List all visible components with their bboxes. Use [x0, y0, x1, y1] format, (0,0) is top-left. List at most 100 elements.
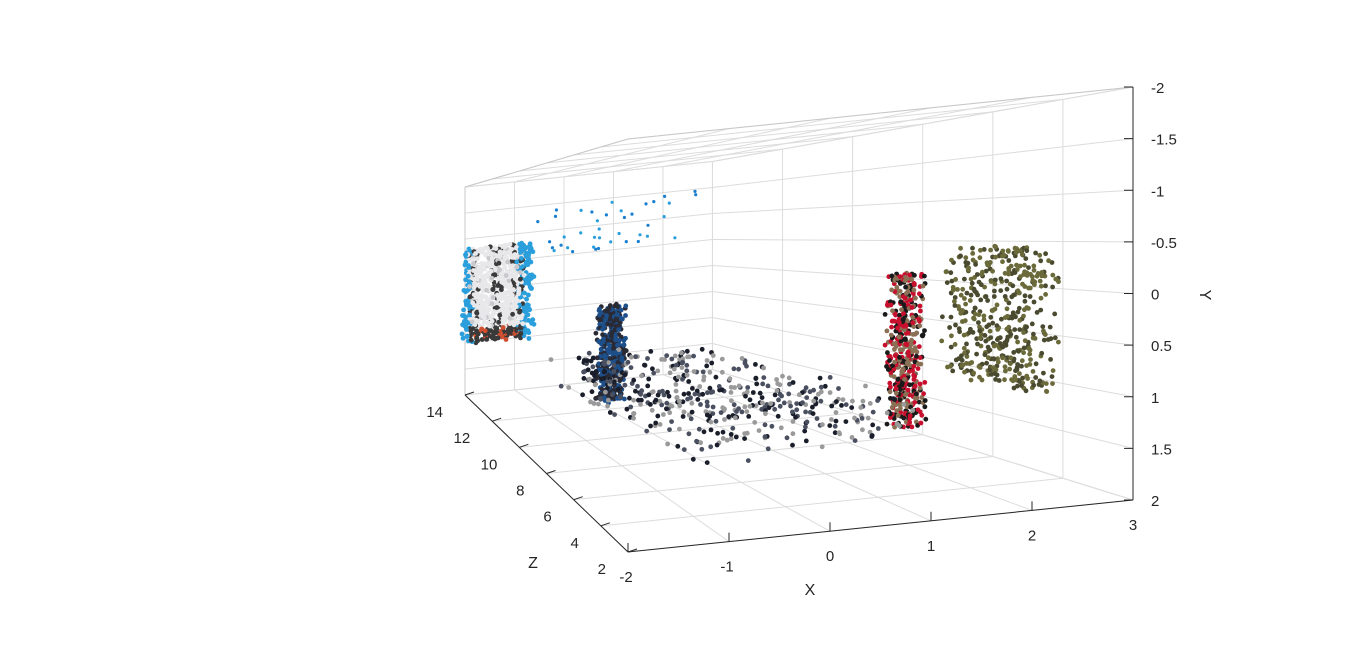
point-motorcycle-right: [895, 413, 901, 418]
point-foliage-points: [998, 288, 1004, 293]
point-road-surface: [649, 407, 655, 413]
point-road-surface: [710, 389, 716, 395]
point-road-surface: [686, 379, 692, 384]
z-tick-mark: [573, 496, 583, 501]
point-truck-rear: [460, 335, 466, 341]
point-road-surface: [794, 401, 800, 406]
point-road-surface: [695, 397, 701, 402]
point-truck-rear: [520, 321, 526, 326]
point-motorcycle-right: [921, 391, 926, 397]
point-truck-rear: [467, 312, 472, 318]
point-motorcycle-right: [909, 277, 915, 283]
point-road-surface: [810, 404, 815, 410]
point-road-surface: [590, 364, 596, 370]
point-motorcycle-right: [908, 297, 914, 303]
point-motorcycle-right: [903, 341, 909, 347]
point-road-surface: [747, 397, 753, 403]
point-foliage-points: [1020, 281, 1025, 287]
point-foliage-points: [1049, 374, 1055, 379]
point-road-surface: [691, 369, 697, 374]
point-truck-rear: [526, 292, 531, 298]
point-road-surface: [763, 411, 768, 417]
point-road-surface: [591, 378, 596, 384]
point-motorcycle-right: [902, 278, 908, 284]
z-tick-label: 12: [454, 430, 471, 447]
point-road-surface: [736, 383, 742, 389]
point-road-surface: [910, 408, 916, 413]
point-road-surface: [704, 460, 710, 465]
point-road-surface: [765, 446, 771, 452]
point-road-surface: [787, 400, 792, 405]
point-foliage-points: [1006, 258, 1012, 263]
point-truck-rear: [474, 272, 480, 278]
point-sky-points: [630, 212, 634, 216]
point-road-surface: [689, 400, 695, 406]
point-truck-rear: [517, 309, 522, 315]
point-foliage-points: [1048, 357, 1053, 362]
point-foliage-points: [998, 276, 1004, 282]
z-tick-mark: [492, 417, 502, 422]
point-truck-rear: [476, 305, 481, 310]
point-foliage-points: [970, 257, 976, 263]
point-road-surface: [686, 391, 691, 396]
point-foliage-points: [1050, 368, 1056, 373]
point-foliage-points: [977, 328, 983, 334]
point-foliage-points: [1016, 305, 1022, 311]
grid-lines: [464, 86, 1134, 553]
point-road-surface: [680, 376, 685, 382]
point-foliage-points: [1026, 306, 1031, 311]
point-foliage-points: [972, 305, 978, 311]
point-road-surface: [628, 354, 634, 360]
point-motorcycle-right: [909, 305, 915, 310]
point-road-surface: [840, 397, 846, 402]
point-road-surface: [772, 392, 778, 398]
point-foliage-points: [959, 363, 965, 368]
point-road-surface: [869, 433, 875, 438]
x-tick-label: -2: [619, 569, 632, 586]
point-foliage-points: [1029, 321, 1035, 327]
point-foliage-points: [1034, 310, 1040, 315]
point-truck-rear: [514, 328, 519, 333]
point-motorcycle-right: [892, 318, 897, 324]
point-road-surface: [747, 403, 753, 409]
point-truck-rear: [515, 319, 521, 325]
point-road-surface: [759, 395, 765, 400]
point-road-surface: [700, 391, 706, 397]
point-foliage-points: [990, 320, 996, 326]
point-road-surface: [774, 377, 779, 382]
point-road-surface: [860, 398, 866, 404]
point-motorcycle-right: [884, 421, 890, 427]
point-road-surface: [671, 366, 677, 372]
point-road-surface: [628, 365, 634, 370]
grid-line-y-side: [712, 265, 1134, 294]
point-road-surface: [768, 401, 774, 407]
grid-line-z-top: [600, 98, 1063, 148]
point-road-surface: [736, 406, 741, 411]
point-truck-rear: [507, 315, 513, 321]
point-truck-rear: [511, 272, 517, 277]
point-foliage-points: [963, 260, 969, 265]
point-road-surface: [722, 417, 727, 422]
y-axis-label: Y: [1196, 290, 1213, 301]
point-sky-points: [596, 246, 601, 251]
point-road-surface: [688, 395, 693, 401]
point-foliage-points: [993, 244, 998, 250]
point-road-surface: [611, 362, 617, 368]
point-truck-rear: [493, 325, 499, 331]
point-road-surface: [581, 376, 587, 381]
point-truck-rear: [473, 340, 479, 346]
point-road-surface: [581, 358, 587, 363]
point-road-surface: [586, 376, 592, 382]
point-road-surface: [661, 412, 666, 417]
point-foliage-points: [958, 292, 964, 298]
point-truck-rear: [474, 330, 480, 336]
point-truck-rear: [526, 253, 531, 259]
point-foliage-points: [952, 342, 958, 347]
point-rider-left: [616, 327, 622, 332]
point-foliage-points: [1000, 248, 1006, 254]
point-rider-left: [601, 322, 606, 328]
point-truck-rear: [531, 321, 537, 327]
point-road-surface: [648, 349, 654, 354]
point-foliage-points: [1020, 375, 1025, 381]
